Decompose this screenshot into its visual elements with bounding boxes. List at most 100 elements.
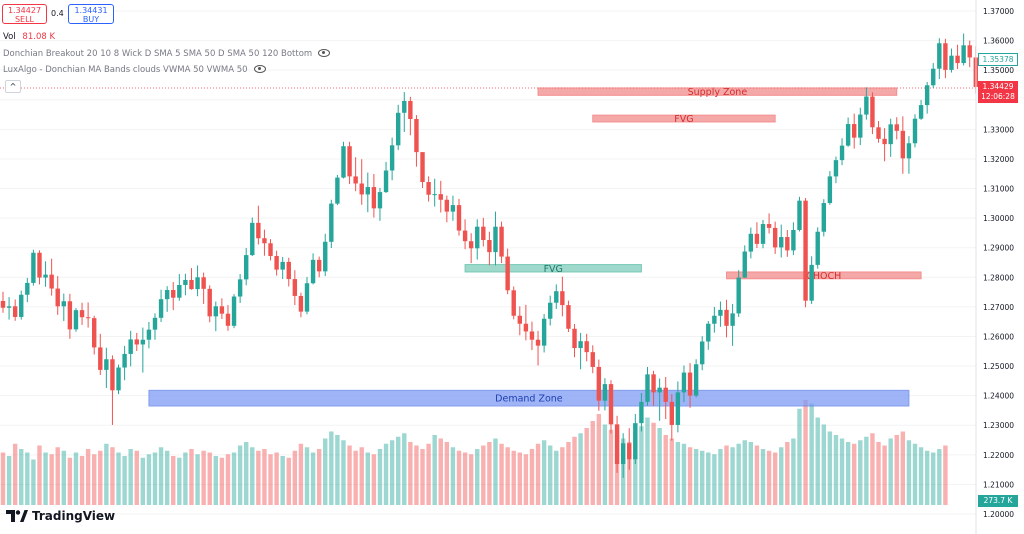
candle-body [900, 130, 906, 159]
candle-body [164, 290, 170, 300]
volume-bar [43, 452, 48, 505]
candle-body [189, 279, 194, 290]
volume-bar [183, 452, 188, 505]
volume-bar [262, 449, 267, 505]
volume-bar [669, 438, 674, 505]
volume-bar [852, 443, 857, 505]
volume-bar [341, 440, 346, 505]
candle-body [620, 443, 626, 464]
candle-body [122, 353, 127, 368]
price-tick-label: 1.26000 [983, 332, 1014, 341]
volume-bar [98, 450, 103, 505]
volume-bar [12, 443, 18, 505]
volume-bar [468, 454, 474, 505]
volume-bar [420, 449, 425, 505]
volume-bar [177, 457, 182, 505]
volume-bar [541, 440, 547, 505]
candle-body [31, 252, 36, 283]
volume-bar [523, 454, 529, 505]
price-tick-label: 1.32000 [983, 155, 1014, 164]
volume-bar [675, 442, 681, 505]
volume-bar [766, 450, 772, 505]
sell-button[interactable]: 1.34427 SELL [2, 4, 47, 24]
candle-body [578, 341, 583, 349]
volume-bar [894, 435, 899, 505]
candle-body [104, 359, 109, 370]
buy-button[interactable]: 1.34431 BUY [68, 4, 114, 24]
volume-bar [900, 431, 906, 505]
tradingview-logo[interactable]: TradingView [6, 508, 115, 524]
candle-body [827, 176, 833, 204]
zone-label: Supply Zone [688, 87, 748, 98]
candle-body [736, 277, 741, 314]
eye-icon[interactable] [253, 65, 266, 73]
candle-body [341, 146, 346, 178]
volume-bar [888, 438, 893, 505]
indicator-2-label: LuxAlgo - Donchian MA Bands clouds VWMA … [3, 65, 248, 75]
candle-body [329, 203, 334, 242]
volume-bar [244, 442, 249, 505]
candle-body [377, 192, 383, 209]
volume-bar [365, 452, 370, 505]
volume-bar [918, 447, 924, 505]
candle-body [152, 317, 158, 330]
volume-bar [487, 442, 492, 505]
volume-bar [201, 450, 206, 505]
volume-label: Vol [3, 32, 16, 42]
volume-bar [256, 450, 261, 505]
candle-body [274, 255, 279, 270]
candle-body [876, 127, 881, 139]
volume-bar [347, 445, 352, 505]
volume-value: 81.08 K [22, 32, 56, 42]
tradingview-logo-icon [6, 510, 28, 522]
volume-bar [450, 447, 456, 505]
volume-bar [189, 449, 194, 505]
volume-legend: Vol 81.08 K [3, 32, 55, 42]
volume-bar [231, 452, 237, 505]
candle-body [596, 366, 602, 401]
indicator-legend-1[interactable]: Donchian Breakout 20 10 8 Wick D SMA 5 S… [3, 48, 331, 59]
volume-bar [845, 442, 851, 505]
candle-body [304, 283, 310, 312]
indicator-legend-2[interactable]: LuxAlgo - Donchian MA Bands clouds VWMA … [3, 64, 266, 75]
eye-icon[interactable] [318, 49, 331, 57]
volume-bar [517, 452, 522, 505]
volume-bar [67, 457, 73, 505]
candle-body [760, 224, 766, 244]
candle-body [627, 443, 632, 460]
chevron-up-icon[interactable]: ^ [5, 80, 21, 93]
volume-bar [906, 440, 912, 505]
candle-body [383, 170, 389, 193]
candle-body [833, 160, 839, 177]
candle-body [858, 114, 863, 138]
price-tick-label: 1.27000 [983, 303, 1014, 312]
candle-body [110, 359, 115, 391]
volume-bar [432, 435, 437, 505]
candle-body [845, 124, 851, 146]
candle-body [529, 331, 535, 340]
candle-body [797, 200, 802, 230]
volume-bar [37, 445, 42, 505]
volume-bar [876, 442, 881, 505]
volume-bar [104, 443, 109, 505]
candle-body [505, 256, 510, 291]
volume-bar [882, 445, 887, 505]
candle-body [43, 274, 48, 278]
volume-bar [645, 417, 650, 505]
volume-bar [286, 457, 291, 505]
volume-bar [718, 449, 723, 505]
candle-body [323, 241, 328, 272]
candle-body [426, 182, 431, 195]
volume-bar [742, 440, 747, 505]
candle-body [335, 177, 340, 204]
volume-bar [402, 433, 407, 505]
candle-body [462, 230, 468, 242]
volume-bar [864, 436, 869, 505]
volume-bar [627, 442, 632, 505]
candle-body [700, 341, 705, 365]
candle-body [663, 387, 668, 402]
candle-body [195, 277, 200, 290]
price-tick-label: 1.25000 [983, 362, 1014, 371]
volume-bar [931, 452, 936, 505]
